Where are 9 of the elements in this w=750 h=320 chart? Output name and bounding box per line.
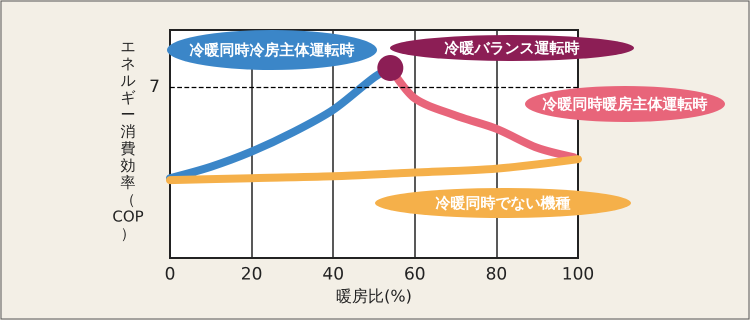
x-tick-label: 40 — [322, 264, 344, 284]
x-tick-label: 0 — [164, 264, 176, 284]
x-tick-label: 60 — [404, 264, 426, 284]
text: 7 — [149, 77, 160, 97]
text: エネルギー消費効率（COP） — [112, 38, 144, 242]
x-tick-label: 80 — [486, 264, 508, 284]
x-tick-label: 20 — [240, 264, 262, 284]
x-tick-label: 100 — [562, 264, 594, 284]
x-axis-title: 暖房比(%) — [336, 286, 412, 306]
